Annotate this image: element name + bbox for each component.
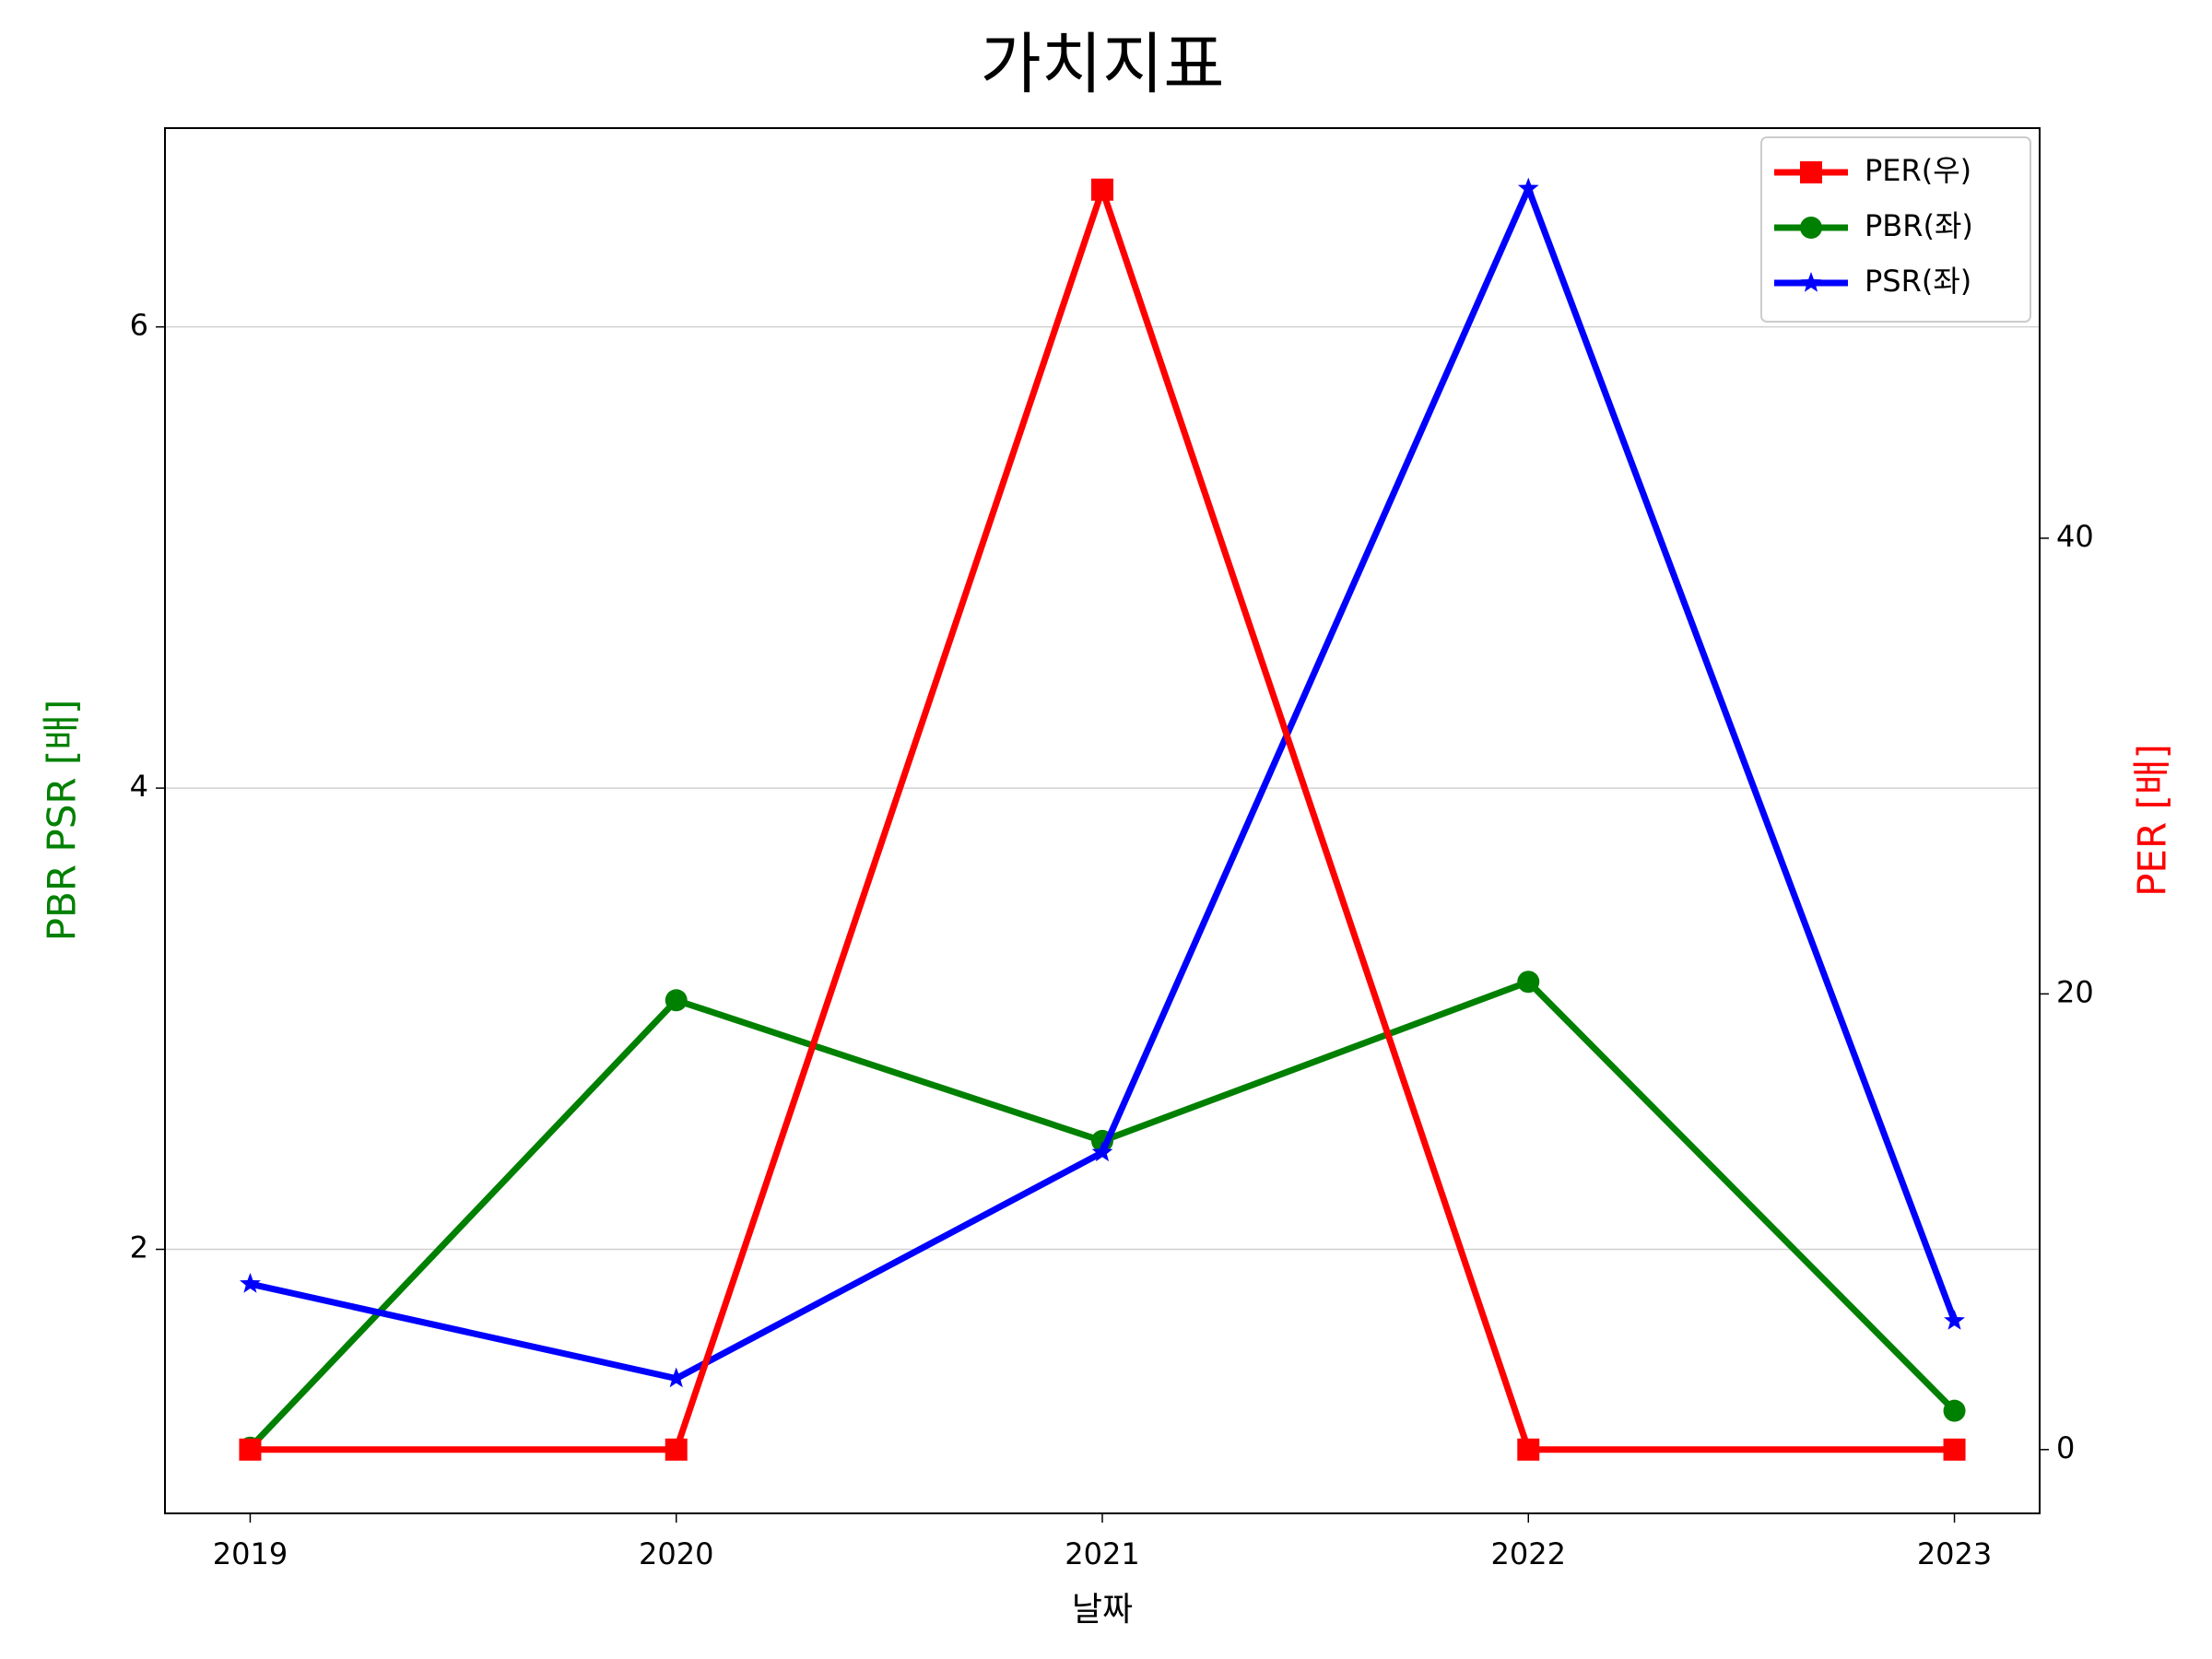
x-tick-label: 2023 — [1917, 1536, 1992, 1571]
marker — [1943, 1399, 1966, 1422]
marker — [1091, 178, 1113, 201]
series-line — [250, 186, 1955, 1453]
y2-tick-label: 40 — [2056, 519, 2094, 554]
marker — [1517, 971, 1540, 994]
legend-marker — [1800, 217, 1822, 239]
marker — [1517, 1438, 1540, 1461]
x-tick-label: 2019 — [213, 1536, 288, 1571]
y2-axis-label: PER [배] — [2130, 744, 2175, 897]
marker — [665, 1367, 688, 1388]
legend-label: PBR(좌) — [1865, 208, 1973, 243]
marker — [1517, 177, 1539, 198]
marker — [240, 1273, 261, 1293]
y-tick-label: 6 — [130, 308, 148, 343]
legend-label: PER(우) — [1865, 153, 1971, 188]
y2-tick-label: 20 — [2056, 974, 2094, 1009]
legend-label: PSR(좌) — [1865, 264, 1971, 299]
plot-frame — [164, 127, 2041, 1514]
series-line — [249, 185, 1958, 1382]
legend: PER(우) PBR(좌) PSR(좌) — [1760, 136, 2031, 323]
x-axis-label: 날짜 — [1072, 1591, 1133, 1629]
legend-marker — [1800, 161, 1822, 183]
marker — [239, 1438, 262, 1461]
legend-box — [1760, 136, 2031, 323]
legend-marker — [1800, 272, 1822, 292]
y2-tick-label: 0 — [2056, 1430, 2075, 1465]
x-tick-label: 2021 — [1065, 1536, 1139, 1571]
y-axis-label: PBR PSR [배] — [40, 700, 85, 942]
series-line — [247, 978, 1958, 1451]
x-tick-label: 2022 — [1491, 1536, 1566, 1571]
marker — [665, 1438, 688, 1461]
marker — [1944, 1310, 1965, 1330]
marker — [665, 989, 688, 1012]
chart-title: 가치지표 — [981, 26, 1225, 103]
marker — [1943, 1438, 1966, 1461]
marker — [1091, 1141, 1113, 1162]
x-tick-label: 2020 — [639, 1536, 713, 1571]
y-tick-label: 2 — [130, 1230, 148, 1265]
y-tick-label: 4 — [130, 769, 148, 804]
